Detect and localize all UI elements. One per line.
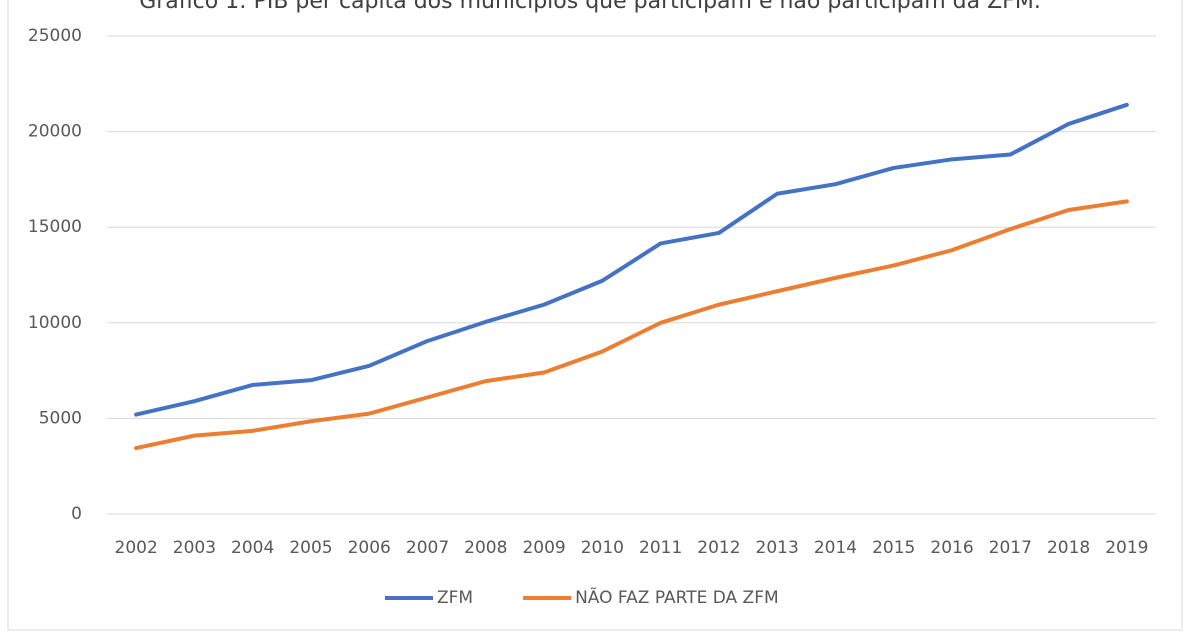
legend-label: NÃO FAZ PARTE DA ZFM bbox=[575, 586, 779, 608]
x-tick-label: 2013 bbox=[756, 538, 799, 558]
x-tick-label: 2004 bbox=[231, 538, 274, 558]
x-tick-label: 2005 bbox=[289, 538, 332, 558]
y-tick-label: 25000 bbox=[28, 26, 82, 46]
x-tick-label: 2008 bbox=[464, 538, 507, 558]
data-line bbox=[134, 199, 1129, 451]
chart-border bbox=[7, 0, 1183, 631]
x-tick-label: 2010 bbox=[581, 538, 624, 558]
y-tick-label: 5000 bbox=[39, 408, 82, 428]
x-tick-label: 2016 bbox=[930, 538, 973, 558]
legend-label: ZFM bbox=[437, 588, 473, 608]
chart-title: Gráfico 1: PIB per capita dos municípios… bbox=[139, 0, 1041, 14]
x-tick-label: 2015 bbox=[872, 538, 915, 558]
x-tick-label: 2012 bbox=[697, 538, 740, 558]
x-tick-label: 2014 bbox=[814, 538, 857, 558]
x-tick-label: 2006 bbox=[348, 538, 391, 558]
x-tick-label: 2009 bbox=[522, 538, 565, 558]
data-line bbox=[134, 102, 1129, 417]
x-tick-label: 2007 bbox=[406, 538, 449, 558]
x-tick-label: 2003 bbox=[173, 538, 216, 558]
y-tick-label: 20000 bbox=[28, 122, 82, 142]
y-tick-label: 0 bbox=[71, 504, 82, 524]
x-tick-label: 2011 bbox=[639, 538, 682, 558]
x-tick-label: 2002 bbox=[115, 538, 158, 558]
x-tick-label: 2018 bbox=[1047, 538, 1090, 558]
y-tick-label: 10000 bbox=[28, 313, 82, 333]
y-tick-label: 15000 bbox=[28, 217, 82, 237]
x-tick-label: 2019 bbox=[1105, 538, 1148, 558]
x-tick-label: 2017 bbox=[989, 538, 1032, 558]
